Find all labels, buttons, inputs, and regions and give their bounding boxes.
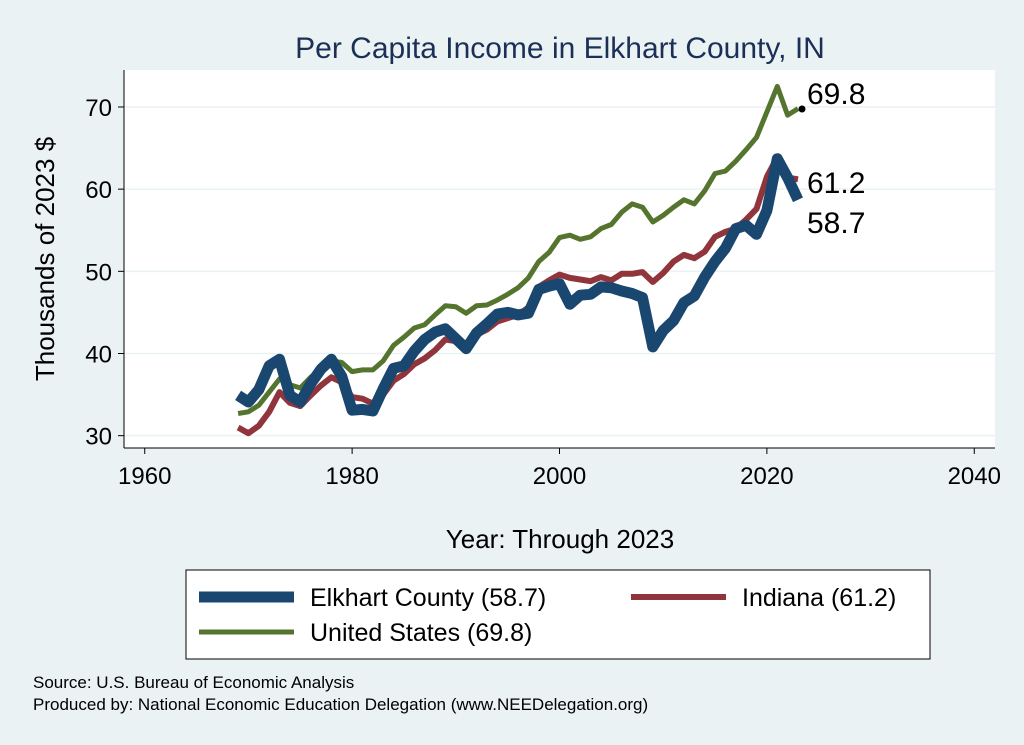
x-tick-label: 1960 bbox=[118, 463, 171, 490]
end-label-united-states: 69.8 bbox=[807, 78, 865, 111]
gridlines bbox=[124, 106, 995, 437]
plot-area bbox=[124, 70, 995, 448]
x-tick-label: 1980 bbox=[325, 463, 378, 490]
legend-box bbox=[185, 569, 931, 660]
y-axis-title: Thousands of 2023 $ bbox=[30, 136, 60, 381]
legend-label-united-states: United States (69.8) bbox=[310, 619, 532, 647]
y-axis-ticks: 30 40 50 60 70 bbox=[85, 95, 124, 451]
series-lines bbox=[235, 83, 803, 437]
series-line-elkhart-county bbox=[235, 153, 803, 417]
y-tick-label: 60 bbox=[85, 177, 112, 204]
produced-by-note: Produced by: National Economic Education… bbox=[33, 695, 648, 714]
x-axis-ticks: 1960 1980 2000 2020 2040 bbox=[118, 448, 1001, 490]
x-tick-label: 2040 bbox=[948, 463, 1001, 490]
y-tick-label: 70 bbox=[85, 95, 112, 122]
end-label-elkhart-county: 58.7 bbox=[807, 207, 865, 240]
us-end-marker bbox=[798, 105, 806, 113]
x-tick-label: 2000 bbox=[533, 463, 586, 490]
y-tick-label: 50 bbox=[85, 259, 112, 286]
end-label-indiana: 61.2 bbox=[807, 167, 865, 200]
y-tick-label: 40 bbox=[85, 342, 112, 369]
legend-label-indiana: Indiana (61.2) bbox=[742, 584, 896, 612]
x-tick-label: 2020 bbox=[740, 463, 793, 490]
x-axis-title: Year: Through 2023 bbox=[446, 524, 674, 554]
legend-label-elkhart-county: Elkhart County (58.7) bbox=[310, 584, 546, 612]
source-note: Source: U.S. Bureau of Economic Analysis bbox=[33, 673, 354, 692]
chart-title: Per Capita Income in Elkhart County, IN bbox=[295, 32, 825, 65]
y-tick-label: 30 bbox=[85, 424, 112, 451]
